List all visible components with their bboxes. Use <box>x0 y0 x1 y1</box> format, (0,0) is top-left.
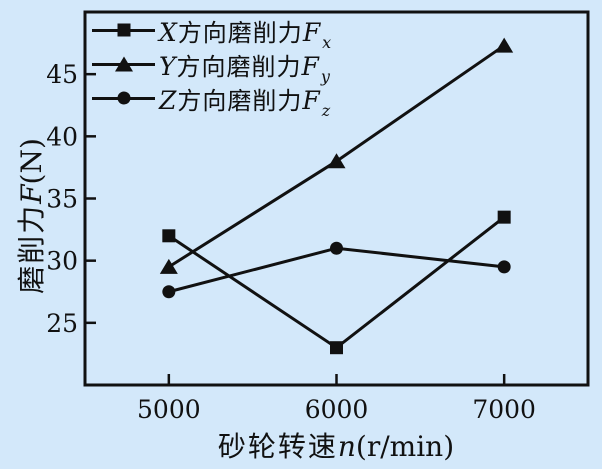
data-point-triangle <box>327 153 346 169</box>
plot-area-border <box>83 10 590 387</box>
triangle-marker-icon <box>92 55 155 73</box>
x-axis: 5000 6000 7000 <box>137 374 536 424</box>
data-point-square <box>497 210 511 224</box>
y-tick-label: 30 <box>46 247 78 276</box>
data-point-triangle <box>495 37 514 53</box>
y-tick-label: 25 <box>46 309 78 338</box>
y-axis-title: 磨削力F(N) <box>15 138 48 294</box>
legend-item-fx: X方向磨削力Fx <box>92 13 333 53</box>
data-point-circle <box>330 241 343 255</box>
square-marker-icon <box>92 21 155 39</box>
y-tick-label: 45 <box>46 60 78 89</box>
x-tick-label: 5000 <box>137 395 201 424</box>
legend-label-fy: Y方向磨削力Fy <box>159 51 331 87</box>
series-layer <box>159 37 514 355</box>
data-point-square <box>162 229 176 243</box>
x-tick-label: 7000 <box>472 395 536 424</box>
y-tick-label: 40 <box>46 122 78 151</box>
y-axis: 25 30 35 40 45 <box>46 60 96 338</box>
legend-item-fy: Y方向磨削力Fy <box>92 47 332 87</box>
y-tick-label: 35 <box>46 185 78 214</box>
data-point-circle <box>162 285 176 299</box>
x-tick-label: 6000 <box>305 395 369 424</box>
legend-item-fz: Z方向磨削力Fz <box>92 81 332 121</box>
circle-marker-icon <box>92 89 155 107</box>
legend-label-fx: X方向磨削力Fx <box>159 17 333 53</box>
data-point-circle <box>497 260 511 274</box>
data-point-triangle <box>159 258 178 274</box>
x-axis-title: 砂轮转速n(r/min) <box>217 430 455 463</box>
data-point-square <box>330 341 343 355</box>
legend: X方向磨削力Fx Y方向磨削力Fy Z方向磨削力Fz <box>92 13 333 121</box>
legend-label-fz: Z方向磨削力Fz <box>159 85 332 121</box>
